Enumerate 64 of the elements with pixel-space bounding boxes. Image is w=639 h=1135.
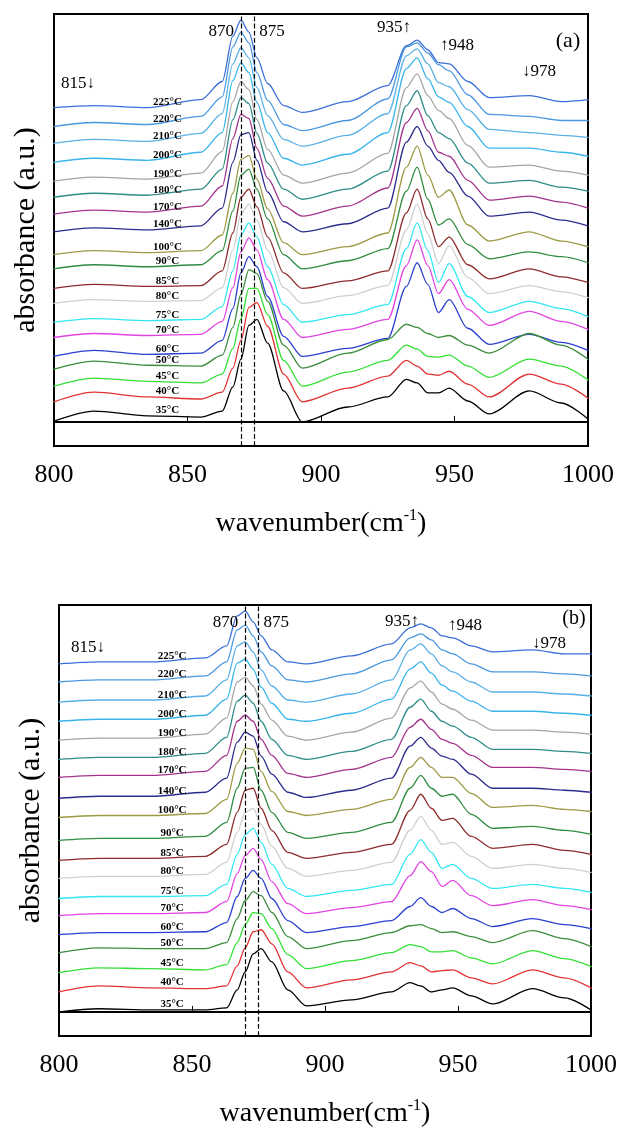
- x-tick-label: 1000: [565, 1048, 617, 1078]
- annotation: 815↓: [71, 636, 105, 656]
- series-label: 50°C: [155, 352, 180, 365]
- ref-line-label: 875: [263, 611, 289, 631]
- y-axis-title: absorbance (a.u.): [6, 127, 41, 333]
- annotation: ↑948: [448, 614, 482, 634]
- series-label: 140°C: [153, 217, 182, 230]
- series-label: 210°C: [153, 128, 182, 141]
- series-label: 90°C: [160, 825, 184, 838]
- annotation: ↓978: [532, 632, 566, 652]
- series-label: 200°C: [153, 147, 182, 160]
- annotation: (a): [555, 26, 581, 52]
- series-label: 170°C: [153, 199, 182, 212]
- annotation: 935↑: [377, 16, 411, 36]
- series-label: 85°C: [160, 845, 184, 858]
- series-label: 180°C: [157, 744, 187, 757]
- x-tick-label: 800: [34, 458, 74, 488]
- series-label: 75°C: [155, 308, 180, 321]
- x-tick-label: 950: [435, 458, 474, 488]
- series-label: 140°C: [157, 783, 187, 796]
- series-label: 70°C: [160, 901, 184, 914]
- series-label: 85°C: [155, 273, 180, 286]
- series-label: 100°C: [157, 802, 187, 815]
- series-label: 70°C: [155, 322, 180, 335]
- series-label: 210°C: [157, 687, 187, 700]
- legend-label: 35°C: [160, 997, 184, 1010]
- x-tick-label: 1000: [562, 458, 614, 488]
- series-label: 45°C: [160, 956, 184, 969]
- annotation: 935↑: [385, 610, 419, 630]
- ref-line-label: 870: [208, 20, 234, 40]
- annotation: 815↓: [61, 72, 95, 92]
- ref-line-label: 870: [212, 611, 239, 631]
- ref-line-label: 875: [259, 20, 285, 40]
- x-tick-label: 850: [172, 1048, 212, 1078]
- series-label: 220°C: [157, 667, 187, 680]
- x-tick-label: 900: [301, 458, 341, 488]
- x-tick-label: 800: [39, 1048, 79, 1078]
- series-label: 80°C: [155, 288, 180, 301]
- x-tick-label: 850: [168, 458, 207, 488]
- x-tick-label: 900: [305, 1048, 345, 1078]
- series-label: 190°C: [157, 725, 187, 738]
- annotation: ↓978: [522, 60, 556, 80]
- series-label: 225°C: [157, 649, 187, 662]
- series-label: 170°C: [157, 762, 187, 775]
- series-label: 60°C: [155, 341, 180, 354]
- y-axis-title: absorbance (a.u.): [11, 717, 46, 924]
- series-label: 90°C: [155, 254, 180, 267]
- series-label: 50°C: [160, 936, 184, 949]
- series-label: 40°C: [155, 384, 180, 397]
- annotation: ↑948: [440, 34, 474, 54]
- series-label: 40°C: [160, 975, 184, 988]
- series-label: 180°C: [153, 182, 182, 195]
- series-label: 60°C: [160, 920, 184, 933]
- series-label: 220°C: [153, 112, 182, 125]
- series-label: 100°C: [153, 240, 182, 253]
- series-label: 80°C: [160, 863, 184, 876]
- series-label: 200°C: [157, 706, 187, 719]
- series-label: 35°C: [155, 403, 180, 416]
- series-label: 190°C: [153, 166, 182, 179]
- series-label: 225°C: [153, 95, 182, 108]
- x-tick-label: 950: [438, 1048, 478, 1078]
- annotation: (b): [562, 606, 586, 629]
- series-label: 45°C: [155, 368, 180, 381]
- series-label: 75°C: [160, 883, 184, 896]
